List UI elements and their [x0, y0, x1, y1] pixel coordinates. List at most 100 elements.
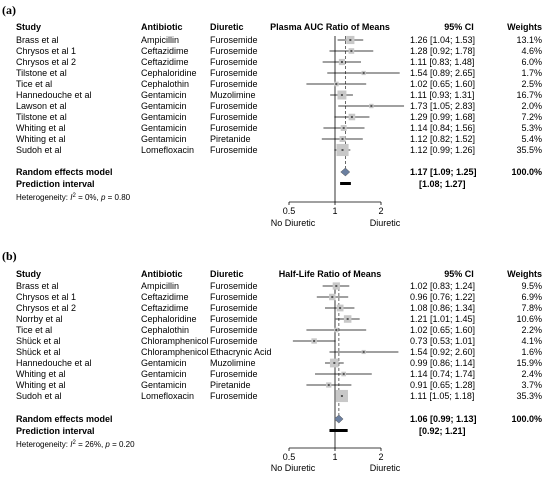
study-weight: 7.2% [521, 112, 542, 122]
antibiotic-name: Ampicillin [141, 35, 179, 45]
study-ci-text: 1.21 [1.01; 1.45] [410, 314, 475, 324]
plot-title: Half-Life Ratio of Means [279, 269, 382, 279]
antibiotic-name: Ampicillin [141, 281, 179, 291]
study-weight: 5.4% [521, 134, 542, 144]
study-weight: 1.6% [521, 347, 542, 357]
antibiotic-column-header: Antibiotic [141, 269, 183, 279]
study-ci-text: 1.11 [1.05; 1.18] [410, 391, 474, 401]
prediction-interval-ci: [0.92; 1.21] [419, 426, 466, 436]
study-ci-text: 0.91 [0.65; 1.28] [410, 380, 475, 390]
study-name: Brass et al [16, 281, 59, 291]
point-estimate-marker [340, 395, 343, 397]
study-weight: 6.0% [521, 57, 542, 67]
point-estimate-marker [350, 116, 353, 118]
antibiotic-name: Chloramphenicol [141, 336, 209, 346]
point-estimate-marker [362, 351, 365, 353]
point-estimate-marker [335, 83, 338, 85]
x-axis-right-label: Diuretic [370, 218, 401, 228]
point-estimate-marker [341, 149, 344, 151]
random-effects-label: Random effects model [16, 167, 113, 177]
study-ci-text: 1.11 [0.83; 1.48] [410, 57, 474, 67]
study-ci-text: 1.11 [0.93; 1.31] [410, 90, 474, 100]
study-ci-text: 1.12 [0.99; 1.26] [410, 145, 475, 155]
random-effects-weight: 100.0% [511, 414, 542, 424]
study-name: Chrysos et al 2 [16, 57, 76, 67]
point-estimate-marker [335, 329, 338, 331]
antibiotic-name: Gentamicin [141, 134, 187, 144]
study-ci-text: 1.02 [0.65; 1.60] [410, 325, 475, 335]
antibiotic-name: Gentamicin [141, 90, 187, 100]
x-tick-label: 2 [378, 452, 383, 462]
diuretic-name: Furosemide [210, 292, 258, 302]
study-name: Tilstone et al [16, 68, 67, 78]
study-weight: 4.1% [521, 336, 542, 346]
study-weight: 35.5% [516, 145, 542, 155]
diuretic-name: Furosemide [210, 57, 258, 67]
study-name: Whiting et al [16, 134, 66, 144]
study-ci-text: 1.02 [0.65; 1.60] [410, 79, 475, 89]
point-estimate-marker [331, 296, 334, 298]
study-ci-text: 1.73 [1.05; 2.83] [410, 101, 475, 111]
antibiotic-name: Ceftazidime [141, 57, 189, 67]
study-name: Norrby et al [16, 314, 63, 324]
study-weight: 7.8% [521, 303, 542, 313]
study-weight: 13.1% [516, 35, 542, 45]
x-axis-left-label: No Diuretic [271, 463, 316, 473]
study-ci-text: 1.14 [0.74; 1.74] [410, 369, 475, 379]
study-weight: 16.7% [516, 90, 542, 100]
study-name: Brass et al [16, 35, 59, 45]
x-axis-left-label: No Diuretic [271, 218, 316, 228]
antibiotic-name: Gentamicin [141, 123, 187, 133]
x-tick-label: 0.5 [283, 452, 296, 462]
summary-diamond [333, 414, 344, 424]
study-ci-text: 0.96 [0.76; 1.22] [410, 292, 475, 302]
summary-diamond [340, 167, 351, 177]
point-estimate-marker [339, 307, 342, 309]
diuretic-name: Furosemide [210, 35, 258, 45]
prediction-interval-bar [329, 429, 348, 432]
diuretic-name: Furosemide [210, 391, 258, 401]
diuretic-name: Furosemide [210, 325, 258, 335]
diuretic-name: Furosemide [210, 112, 258, 122]
antibiotic-name: Cephalothin [141, 325, 189, 335]
study-name: Tilstone et al [16, 112, 67, 122]
prediction-interval-bar [340, 182, 351, 185]
study-ci-text: 1.08 [0.86; 1.34] [410, 303, 475, 313]
study-ci-text: 0.73 [0.53; 1.01] [410, 336, 475, 346]
antibiotic-name: Lomefloxacin [141, 145, 194, 155]
prediction-interval-ci: [1.08; 1.27] [419, 179, 466, 189]
diuretic-name: Muzolimine [210, 358, 256, 368]
study-ci-text: 1.54 [0.92; 2.60] [410, 347, 475, 357]
study-weight: 3.7% [521, 380, 542, 390]
point-estimate-marker [327, 384, 330, 386]
study-name: Chrysos et al 1 [16, 46, 76, 56]
study-name: Shück et al [16, 336, 61, 346]
diuretic-name: Muzolimine [210, 90, 256, 100]
antibiotic-name: Gentamicin [141, 101, 187, 111]
prediction-interval-label: Prediction interval [16, 426, 95, 436]
diuretic-name: Furosemide [210, 123, 258, 133]
forest-panel-b: (b) Study Antibiotic Diuretic Half-Life Rati… [2, 249, 542, 473]
heterogeneity-text: Heterogeneity: I2 = 0%, p = 0.80 [16, 193, 131, 202]
antibiotic-name: Cephalothin [141, 79, 189, 89]
x-tick-label: 0.5 [283, 206, 296, 216]
antibiotic-name: Ceftazidime [141, 46, 189, 56]
study-ci-text: 1.54 [0.89; 2.65] [410, 68, 475, 78]
study-name: Chrysos et al 1 [16, 292, 76, 302]
antibiotic-name: Gentamicin [141, 358, 187, 368]
study-ci-text: 1.28 [0.92; 1.78] [410, 46, 475, 56]
point-estimate-marker [313, 340, 316, 342]
diuretic-name: Furosemide [210, 281, 258, 291]
antibiotic-column-header: Antibiotic [141, 22, 183, 32]
diuretic-name: Furosemide [210, 369, 258, 379]
study-weight: 5.3% [521, 123, 542, 133]
random-effects-label: Random effects model [16, 414, 113, 424]
diuretic-name: Ethacrynic Acid [210, 347, 272, 357]
antibiotic-name: Cephaloridine [141, 314, 197, 324]
antibiotic-name: Chloramphenicol [141, 347, 209, 357]
panel-label: (b) [2, 249, 17, 263]
antibiotic-name: Gentamicin [141, 369, 187, 379]
plot-title: Plasma AUC Ratio of Means [270, 22, 390, 32]
point-estimate-marker [346, 318, 349, 320]
